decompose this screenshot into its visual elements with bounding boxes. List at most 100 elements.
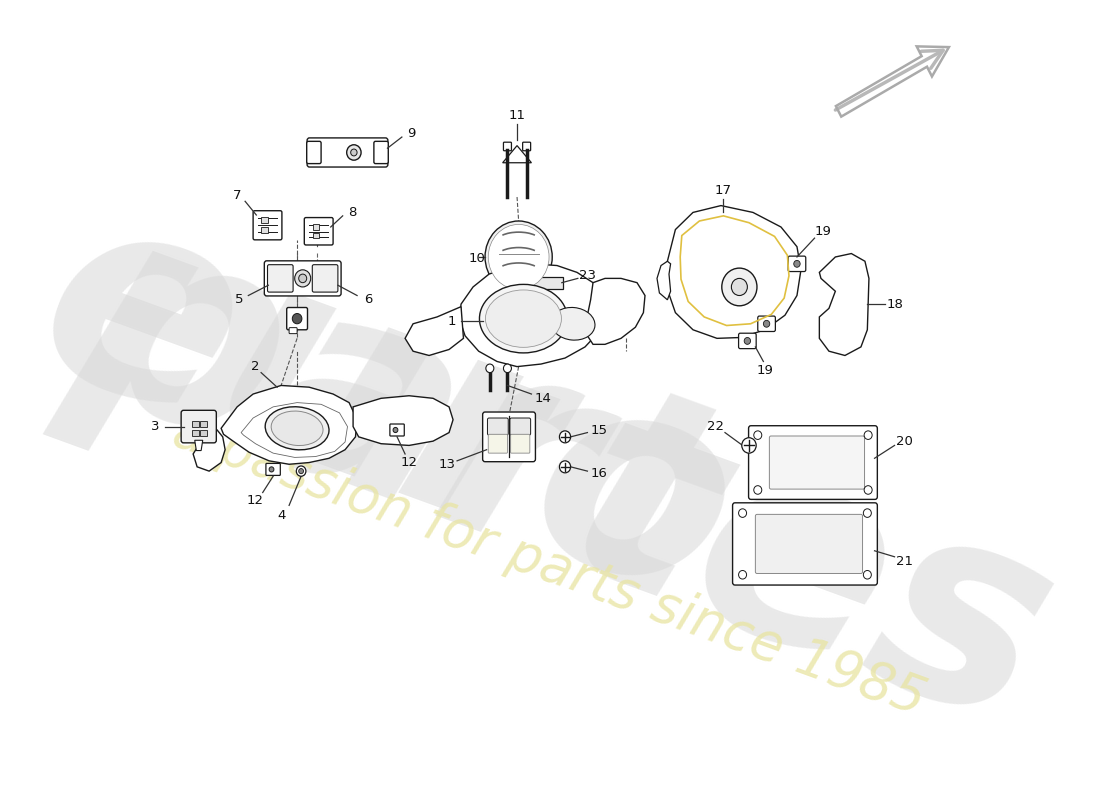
- Circle shape: [738, 509, 747, 518]
- FancyBboxPatch shape: [733, 503, 878, 585]
- Polygon shape: [405, 306, 463, 355]
- Circle shape: [738, 570, 747, 579]
- FancyBboxPatch shape: [253, 210, 282, 240]
- Circle shape: [560, 461, 571, 473]
- FancyBboxPatch shape: [509, 418, 530, 435]
- FancyBboxPatch shape: [307, 142, 321, 164]
- Circle shape: [293, 314, 301, 324]
- Circle shape: [504, 364, 512, 373]
- Text: 12: 12: [246, 494, 263, 506]
- Circle shape: [295, 270, 310, 287]
- Text: 16: 16: [591, 467, 607, 480]
- Text: 1: 1: [448, 314, 455, 328]
- Text: 3: 3: [151, 420, 160, 433]
- Text: 15: 15: [590, 423, 607, 437]
- Text: 14: 14: [535, 392, 551, 405]
- FancyBboxPatch shape: [307, 138, 388, 167]
- FancyBboxPatch shape: [756, 514, 862, 574]
- FancyBboxPatch shape: [305, 218, 333, 245]
- Text: euro: euro: [8, 162, 771, 660]
- Ellipse shape: [265, 406, 329, 450]
- Circle shape: [732, 278, 747, 295]
- Circle shape: [864, 570, 871, 579]
- Polygon shape: [668, 206, 801, 338]
- Circle shape: [741, 438, 756, 453]
- Polygon shape: [460, 264, 605, 366]
- Polygon shape: [221, 386, 358, 464]
- Text: 23: 23: [579, 270, 596, 282]
- Bar: [200, 430, 207, 436]
- Circle shape: [346, 145, 361, 160]
- Ellipse shape: [272, 411, 323, 446]
- FancyBboxPatch shape: [522, 142, 530, 150]
- FancyBboxPatch shape: [483, 412, 536, 462]
- Ellipse shape: [485, 290, 561, 347]
- FancyBboxPatch shape: [289, 328, 297, 334]
- Polygon shape: [657, 262, 671, 300]
- Text: a passion for parts since 1985: a passion for parts since 1985: [166, 405, 932, 726]
- Text: 17: 17: [715, 184, 732, 197]
- Circle shape: [864, 509, 871, 518]
- Circle shape: [865, 431, 872, 439]
- Circle shape: [794, 261, 800, 267]
- Circle shape: [486, 364, 494, 373]
- Text: 2: 2: [251, 360, 260, 373]
- FancyBboxPatch shape: [749, 426, 878, 499]
- Circle shape: [865, 486, 872, 494]
- Text: 4: 4: [277, 509, 285, 522]
- Polygon shape: [820, 254, 869, 355]
- Text: 9: 9: [407, 127, 416, 140]
- Text: 7: 7: [233, 189, 241, 202]
- Circle shape: [270, 467, 274, 472]
- Bar: [261, 217, 267, 222]
- FancyBboxPatch shape: [488, 434, 507, 453]
- Text: 19: 19: [814, 225, 830, 238]
- Text: 19: 19: [757, 363, 773, 377]
- FancyBboxPatch shape: [789, 256, 806, 271]
- Circle shape: [296, 466, 306, 476]
- Circle shape: [351, 149, 358, 156]
- Ellipse shape: [551, 307, 595, 340]
- Circle shape: [488, 225, 549, 290]
- FancyBboxPatch shape: [769, 436, 865, 489]
- Text: 18: 18: [887, 298, 904, 310]
- Circle shape: [722, 268, 757, 306]
- Circle shape: [485, 221, 552, 293]
- Text: partes: partes: [44, 180, 1086, 779]
- Bar: [192, 430, 199, 436]
- Text: 5: 5: [234, 294, 243, 306]
- Circle shape: [754, 431, 762, 439]
- Circle shape: [754, 486, 762, 494]
- Bar: [314, 233, 319, 238]
- Text: 10: 10: [469, 252, 485, 265]
- Text: 20: 20: [896, 434, 913, 448]
- FancyBboxPatch shape: [374, 142, 388, 164]
- Circle shape: [763, 320, 770, 327]
- Circle shape: [560, 431, 571, 443]
- Bar: [192, 422, 199, 427]
- FancyBboxPatch shape: [264, 261, 341, 296]
- Text: 13: 13: [438, 458, 455, 470]
- Text: 22: 22: [707, 420, 724, 433]
- FancyBboxPatch shape: [267, 265, 293, 292]
- FancyBboxPatch shape: [738, 334, 756, 349]
- FancyBboxPatch shape: [312, 265, 338, 292]
- FancyBboxPatch shape: [504, 142, 512, 150]
- Bar: [261, 227, 267, 233]
- Polygon shape: [587, 278, 645, 344]
- Text: 8: 8: [348, 206, 356, 219]
- Text: 11: 11: [508, 109, 526, 122]
- Polygon shape: [353, 396, 453, 446]
- Circle shape: [393, 427, 398, 433]
- FancyBboxPatch shape: [510, 434, 530, 453]
- FancyBboxPatch shape: [182, 410, 217, 443]
- Bar: [200, 422, 207, 427]
- Circle shape: [299, 469, 304, 474]
- Text: 6: 6: [364, 294, 373, 306]
- Polygon shape: [194, 430, 226, 471]
- Circle shape: [299, 274, 307, 282]
- Bar: [314, 225, 319, 230]
- FancyBboxPatch shape: [389, 424, 405, 436]
- Circle shape: [745, 338, 750, 344]
- Ellipse shape: [480, 284, 568, 353]
